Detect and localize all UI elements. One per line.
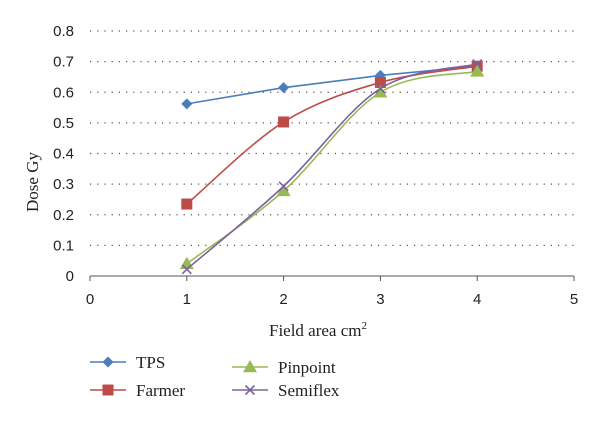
legend-marker-semiflex bbox=[244, 384, 256, 396]
legend-marker-tps bbox=[102, 356, 114, 368]
legend-marker-farmer bbox=[102, 384, 114, 396]
data-point-semiflex bbox=[375, 83, 386, 94]
series-line-pinpoint bbox=[186, 70, 478, 265]
legend-item-farmer: Farmer bbox=[90, 381, 185, 400]
legend-label: Semiflex bbox=[278, 381, 340, 400]
x-axis-label-superscript: 2 bbox=[362, 320, 368, 332]
series-line-farmer bbox=[186, 65, 478, 205]
x-tick-label: 1 bbox=[183, 291, 191, 308]
y-tick-label: 0.3 bbox=[53, 176, 74, 193]
x-tick-labels: 0 1 2 3 4 5 bbox=[86, 291, 578, 308]
x-axis-label-text: Field area cm bbox=[269, 321, 362, 340]
series-lines bbox=[186, 63, 478, 270]
y-tick-label: 0.2 bbox=[53, 207, 74, 224]
legend-item-tps: TPS bbox=[90, 353, 165, 372]
legend-label: TPS bbox=[136, 353, 165, 372]
x-tick-label: 0 bbox=[86, 291, 94, 308]
data-point-tps bbox=[278, 82, 290, 94]
y-tick-label: 0.8 bbox=[53, 23, 74, 40]
data-point-pinpoint bbox=[276, 183, 291, 197]
y-tick-label: 0.1 bbox=[53, 237, 74, 254]
data-point-farmer bbox=[181, 198, 193, 210]
legend-label: Farmer bbox=[136, 381, 185, 400]
data-point-semiflex bbox=[278, 181, 289, 192]
x-tick-label: 2 bbox=[279, 291, 287, 308]
x-tick-label: 4 bbox=[473, 291, 481, 308]
series-markers bbox=[179, 59, 485, 275]
x-tick-label: 5 bbox=[570, 291, 578, 308]
data-point-pinpoint bbox=[373, 85, 388, 98]
data-point-pinpoint bbox=[470, 64, 485, 77]
legend: TPS Farmer Pinpoint Semiflex bbox=[90, 353, 340, 400]
x-axis-label: Field area cm2 bbox=[269, 320, 367, 340]
legend-item-semiflex: Semiflex bbox=[232, 381, 340, 400]
x-tick-label: 3 bbox=[376, 291, 384, 308]
legend-marker-pinpoint bbox=[243, 360, 257, 373]
series-line-semiflex bbox=[186, 63, 478, 270]
y-tick-label: 0 bbox=[66, 268, 74, 285]
data-point-farmer bbox=[374, 76, 386, 88]
data-point-pinpoint bbox=[179, 256, 194, 269]
y-tick-label: 0.7 bbox=[53, 54, 74, 71]
y-tick-label: 0.4 bbox=[53, 146, 74, 163]
data-point-farmer bbox=[278, 116, 290, 128]
legend-item-pinpoint: Pinpoint bbox=[232, 358, 336, 377]
y-tick-labels: 0 0.1 0.2 0.3 0.4 0.5 0.6 0.7 0.8 bbox=[53, 23, 74, 285]
y-axis-label: Dose Gy bbox=[23, 152, 42, 212]
axes bbox=[89, 275, 575, 281]
data-point-semiflex bbox=[472, 59, 483, 70]
data-point-tps bbox=[181, 98, 193, 110]
gridlines bbox=[90, 30, 574, 246]
data-point-semiflex bbox=[181, 264, 192, 275]
y-tick-label: 0.6 bbox=[53, 84, 74, 101]
legend-label: Pinpoint bbox=[278, 358, 336, 377]
y-tick-label: 0.5 bbox=[53, 115, 74, 132]
